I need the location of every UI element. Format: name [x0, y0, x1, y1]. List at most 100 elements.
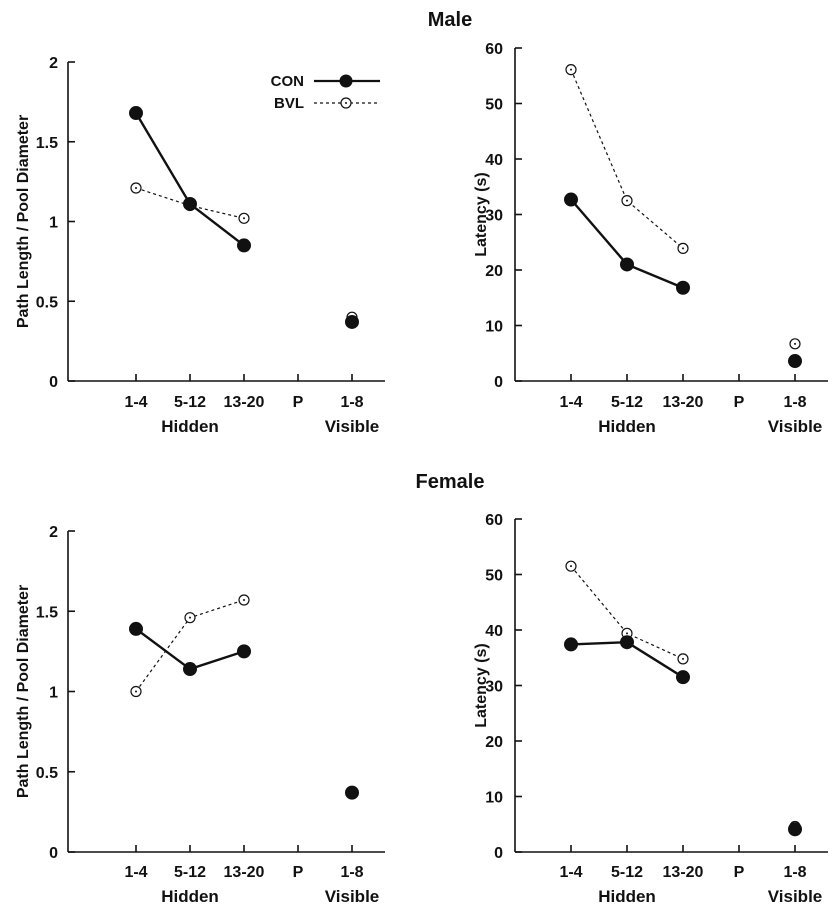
y-tick-label: 0 — [494, 845, 503, 862]
y-tick-label: 10 — [485, 790, 503, 807]
x-tick-label: P — [293, 394, 304, 411]
y-axis-title: Latency (s) — [473, 643, 490, 727]
y-tick-label: 2 — [49, 55, 58, 72]
data-point-con — [788, 822, 802, 837]
x-tick-label: 5-12 — [611, 394, 643, 411]
y-axis-title: Path Length / Pool Diameter — [15, 115, 32, 328]
data-point-bvl-center — [682, 657, 684, 660]
x-group-label: Visible — [768, 417, 823, 436]
x-group-label: Visible — [325, 887, 380, 906]
chart-panel-4: 0 10 20 30 40 50 60 1-4 5-12 13-20 P 1-8 Hidden Visib… — [473, 512, 828, 906]
series-line-bvl — [570, 565, 684, 660]
series-line-con — [134, 112, 245, 247]
x-group-label: Hidden — [161, 887, 219, 906]
series-con — [564, 635, 802, 837]
data-point-con — [345, 785, 359, 800]
series-bvl — [130, 594, 358, 799]
y-tick-label: 30 — [485, 679, 503, 696]
data-point-con — [676, 670, 690, 685]
data-point-con — [620, 257, 634, 272]
y-tick-label: 40 — [485, 623, 503, 640]
data-point-con — [345, 314, 359, 329]
x-tick-label: 13-20 — [224, 394, 265, 411]
data-point-con — [237, 238, 251, 253]
x-tick-label: 1-4 — [124, 864, 147, 881]
x-tick-label: 5-12 — [611, 864, 643, 881]
data-point-bvl-center — [682, 247, 684, 250]
y-tick-label: 0.5 — [36, 294, 58, 311]
data-point-bvl-center — [243, 599, 245, 602]
x-group-label: Hidden — [598, 887, 656, 906]
legend-label: CON — [271, 73, 304, 90]
y-tick-label: 20 — [485, 263, 503, 280]
y-axis-title: Path Length / Pool Diameter — [15, 585, 32, 798]
x-tick-label: P — [293, 864, 304, 881]
y-tick-label: 50 — [485, 97, 503, 114]
y-tick-label: 0 — [49, 374, 58, 391]
data-point-bvl-center — [189, 616, 191, 619]
x-tick-label: 13-20 — [663, 394, 704, 411]
y-tick-label: 10 — [485, 319, 503, 336]
data-point-bvl-center — [243, 217, 245, 220]
y-tick-label: 60 — [485, 41, 503, 58]
legend-marker-center — [345, 102, 347, 104]
x-tick-label: P — [734, 864, 745, 881]
series-con — [564, 192, 802, 369]
x-tick-label: 13-20 — [224, 864, 265, 881]
data-point-con — [676, 280, 690, 295]
series-bvl — [130, 182, 358, 323]
y-tick-label: 0 — [494, 374, 503, 391]
x-tick-label: 1-8 — [340, 864, 363, 881]
x-tick-label: 13-20 — [663, 864, 704, 881]
legend-item-con: CON — [271, 73, 380, 90]
y-tick-label: 40 — [485, 152, 503, 169]
x-group-label: Hidden — [161, 417, 219, 436]
y-tick-label: 2 — [49, 524, 58, 541]
x-group-label: Hidden — [598, 417, 656, 436]
series-line-con — [570, 198, 684, 289]
data-point-bvl-center — [135, 690, 137, 693]
data-point-bvl-center — [626, 632, 628, 635]
data-point-con — [788, 354, 802, 369]
data-point-con — [564, 637, 578, 652]
y-axis-title: Latency (s) — [473, 172, 490, 256]
y-tick-label: 1.5 — [36, 135, 58, 152]
y-tick-label: 1 — [49, 685, 58, 702]
series-bvl — [565, 64, 801, 350]
data-point-con — [129, 106, 143, 121]
x-group-label: Visible — [768, 887, 823, 906]
data-point-bvl-center — [794, 342, 796, 345]
chart-panel-2: 0 10 20 30 40 50 60 1-4 5-12 13-20 P 1-8 Hidden Visib… — [473, 41, 828, 436]
data-point-bvl-center — [570, 68, 572, 71]
x-tick-label: 1-4 — [559, 864, 582, 881]
data-point-con — [564, 192, 578, 207]
x-tick-label: P — [734, 394, 745, 411]
data-point-bvl-center — [570, 565, 572, 568]
chart-panel-3: 0 0.5 1 1.5 2 1-4 5-12 13-20 P 1-8 Hidden Visible Pa… — [15, 524, 385, 906]
legend: CON BVL — [271, 73, 380, 112]
x-tick-label: 1-4 — [124, 394, 147, 411]
y-tick-label: 1 — [49, 215, 58, 232]
y-tick-label: 50 — [485, 568, 503, 585]
legend-label: BVL — [274, 95, 304, 112]
y-tick-label: 0 — [49, 845, 58, 862]
series-con — [129, 621, 359, 800]
y-tick-label: 60 — [485, 512, 503, 529]
series-bvl — [565, 560, 801, 833]
x-tick-label: 1-8 — [783, 394, 806, 411]
section-title-female: Female — [416, 471, 485, 493]
x-tick-label: 1-4 — [559, 394, 582, 411]
x-tick-label: 5-12 — [174, 864, 206, 881]
legend-marker — [339, 74, 353, 88]
chart-panels: 0 0.5 1 1.5 2 1-4 5-12 13-20 P 1-8 Hidden Visible Pa… — [15, 41, 828, 906]
data-point-con — [237, 644, 251, 659]
series-con — [129, 106, 359, 329]
y-tick-label: 30 — [485, 208, 503, 225]
series-line-bvl — [570, 69, 684, 249]
y-tick-label: 20 — [485, 734, 503, 751]
y-tick-label: 0.5 — [36, 765, 58, 782]
y-tick-label: 1.5 — [36, 604, 58, 621]
data-point-bvl-center — [135, 187, 137, 190]
section-title-male: Male — [428, 9, 472, 31]
